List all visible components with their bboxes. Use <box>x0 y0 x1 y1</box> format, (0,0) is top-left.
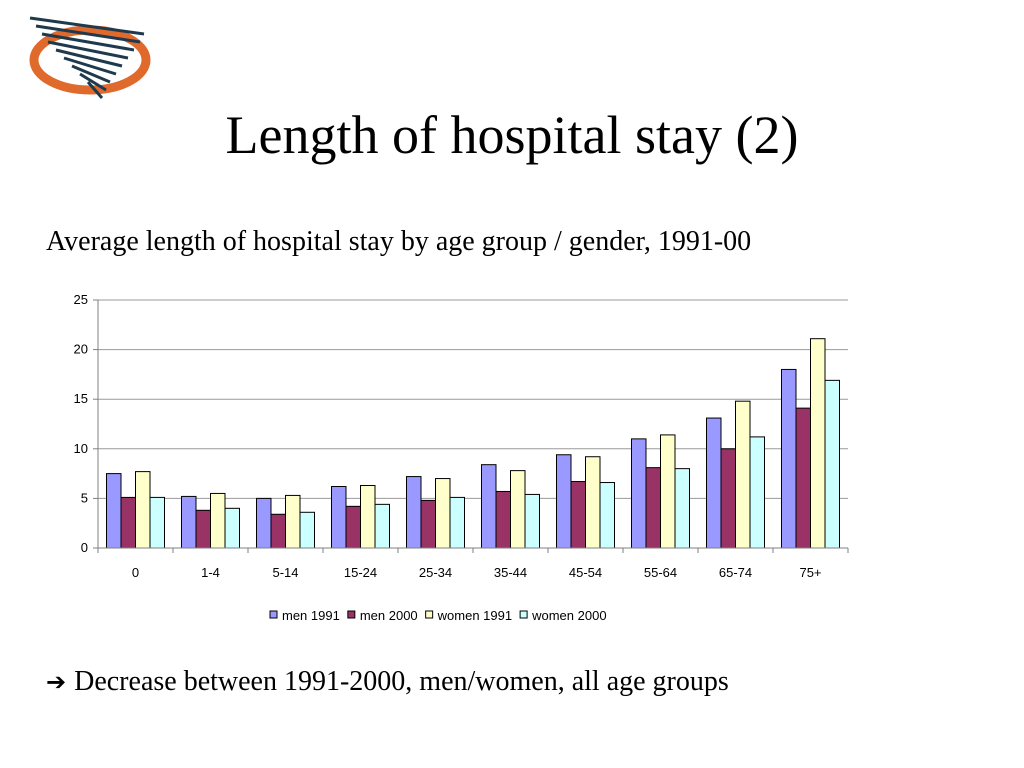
bar <box>735 400 751 549</box>
legend-label: women 1991 <box>437 608 512 623</box>
bar <box>674 468 690 549</box>
legend-label: men 2000 <box>360 608 418 623</box>
legend-swatch <box>425 610 434 619</box>
bar <box>781 368 797 549</box>
bar <box>645 467 661 549</box>
bar <box>120 496 136 549</box>
bar <box>256 497 272 549</box>
y-tick-label: 25 <box>74 292 88 307</box>
legend-swatch <box>269 610 278 619</box>
bar <box>510 470 526 549</box>
bar <box>570 481 586 549</box>
bar <box>195 509 211 549</box>
chart-subtitle: Average length of hospital stay by age g… <box>46 226 752 257</box>
logo-icon <box>29 16 151 99</box>
bar <box>749 436 765 549</box>
legend-swatch <box>519 610 528 619</box>
x-tick-label: 45-54 <box>569 565 602 580</box>
x-tick-label: 25-34 <box>419 565 452 580</box>
bar <box>210 492 226 549</box>
bar <box>810 338 826 549</box>
bar <box>720 448 736 549</box>
x-tick-label: 0 <box>132 565 139 580</box>
legend-swatch <box>347 610 356 619</box>
legend-label: women 2000 <box>531 608 606 623</box>
bar <box>585 456 601 549</box>
x-tick-label: 15-24 <box>344 565 377 580</box>
bar <box>224 507 240 549</box>
logo-stripes <box>29 16 145 99</box>
x-tick-label: 75+ <box>799 565 821 580</box>
y-tick-label: 0 <box>81 540 88 555</box>
bar-chart: 0 5 10 15 20 25 0 1-4 5-14 15-24 25-34 35-44 45-54 5… <box>74 292 849 623</box>
conclusion-text: Decrease between 1991-2000, men/women, a… <box>74 666 729 697</box>
bar <box>149 496 165 549</box>
y-tick-label: 20 <box>74 342 88 357</box>
bar <box>406 476 422 549</box>
y-tick-label: 10 <box>74 441 88 456</box>
logo-ring <box>29 25 151 95</box>
bar <box>299 511 315 549</box>
bar <box>345 505 361 549</box>
bar <box>285 494 301 549</box>
bar <box>331 485 347 549</box>
bar <box>631 438 647 549</box>
x-tick-label: 65-74 <box>719 565 752 580</box>
legend-label: men 1991 <box>282 608 340 623</box>
x-tick-label: 5-14 <box>272 565 298 580</box>
bar <box>481 464 497 549</box>
bar <box>181 495 197 549</box>
right-arrow-icon: ➔ <box>46 668 67 696</box>
bar <box>435 478 451 549</box>
bar <box>524 493 540 549</box>
bar <box>556 454 572 549</box>
bar <box>495 490 511 549</box>
bar <box>599 482 615 549</box>
y-tick-label: 5 <box>81 490 88 505</box>
bar <box>449 496 465 549</box>
x-tick-label: 55-64 <box>644 565 677 580</box>
bar <box>374 503 390 549</box>
conclusion-note: ➔ Decrease between 1991-2000, men/women, … <box>46 664 729 700</box>
bar <box>706 417 722 549</box>
slide-title: Length of hospital stay (2) <box>225 105 799 165</box>
bar <box>420 499 436 549</box>
bar <box>360 485 376 549</box>
bar <box>270 513 286 549</box>
x-tick-label: 35-44 <box>494 565 527 580</box>
y-tick-label: 15 <box>74 391 88 406</box>
bar <box>660 434 676 549</box>
bar <box>795 407 811 549</box>
bar <box>824 379 840 549</box>
bar <box>106 473 122 549</box>
x-tick-label: 1-4 <box>201 565 220 580</box>
bar <box>135 471 151 549</box>
